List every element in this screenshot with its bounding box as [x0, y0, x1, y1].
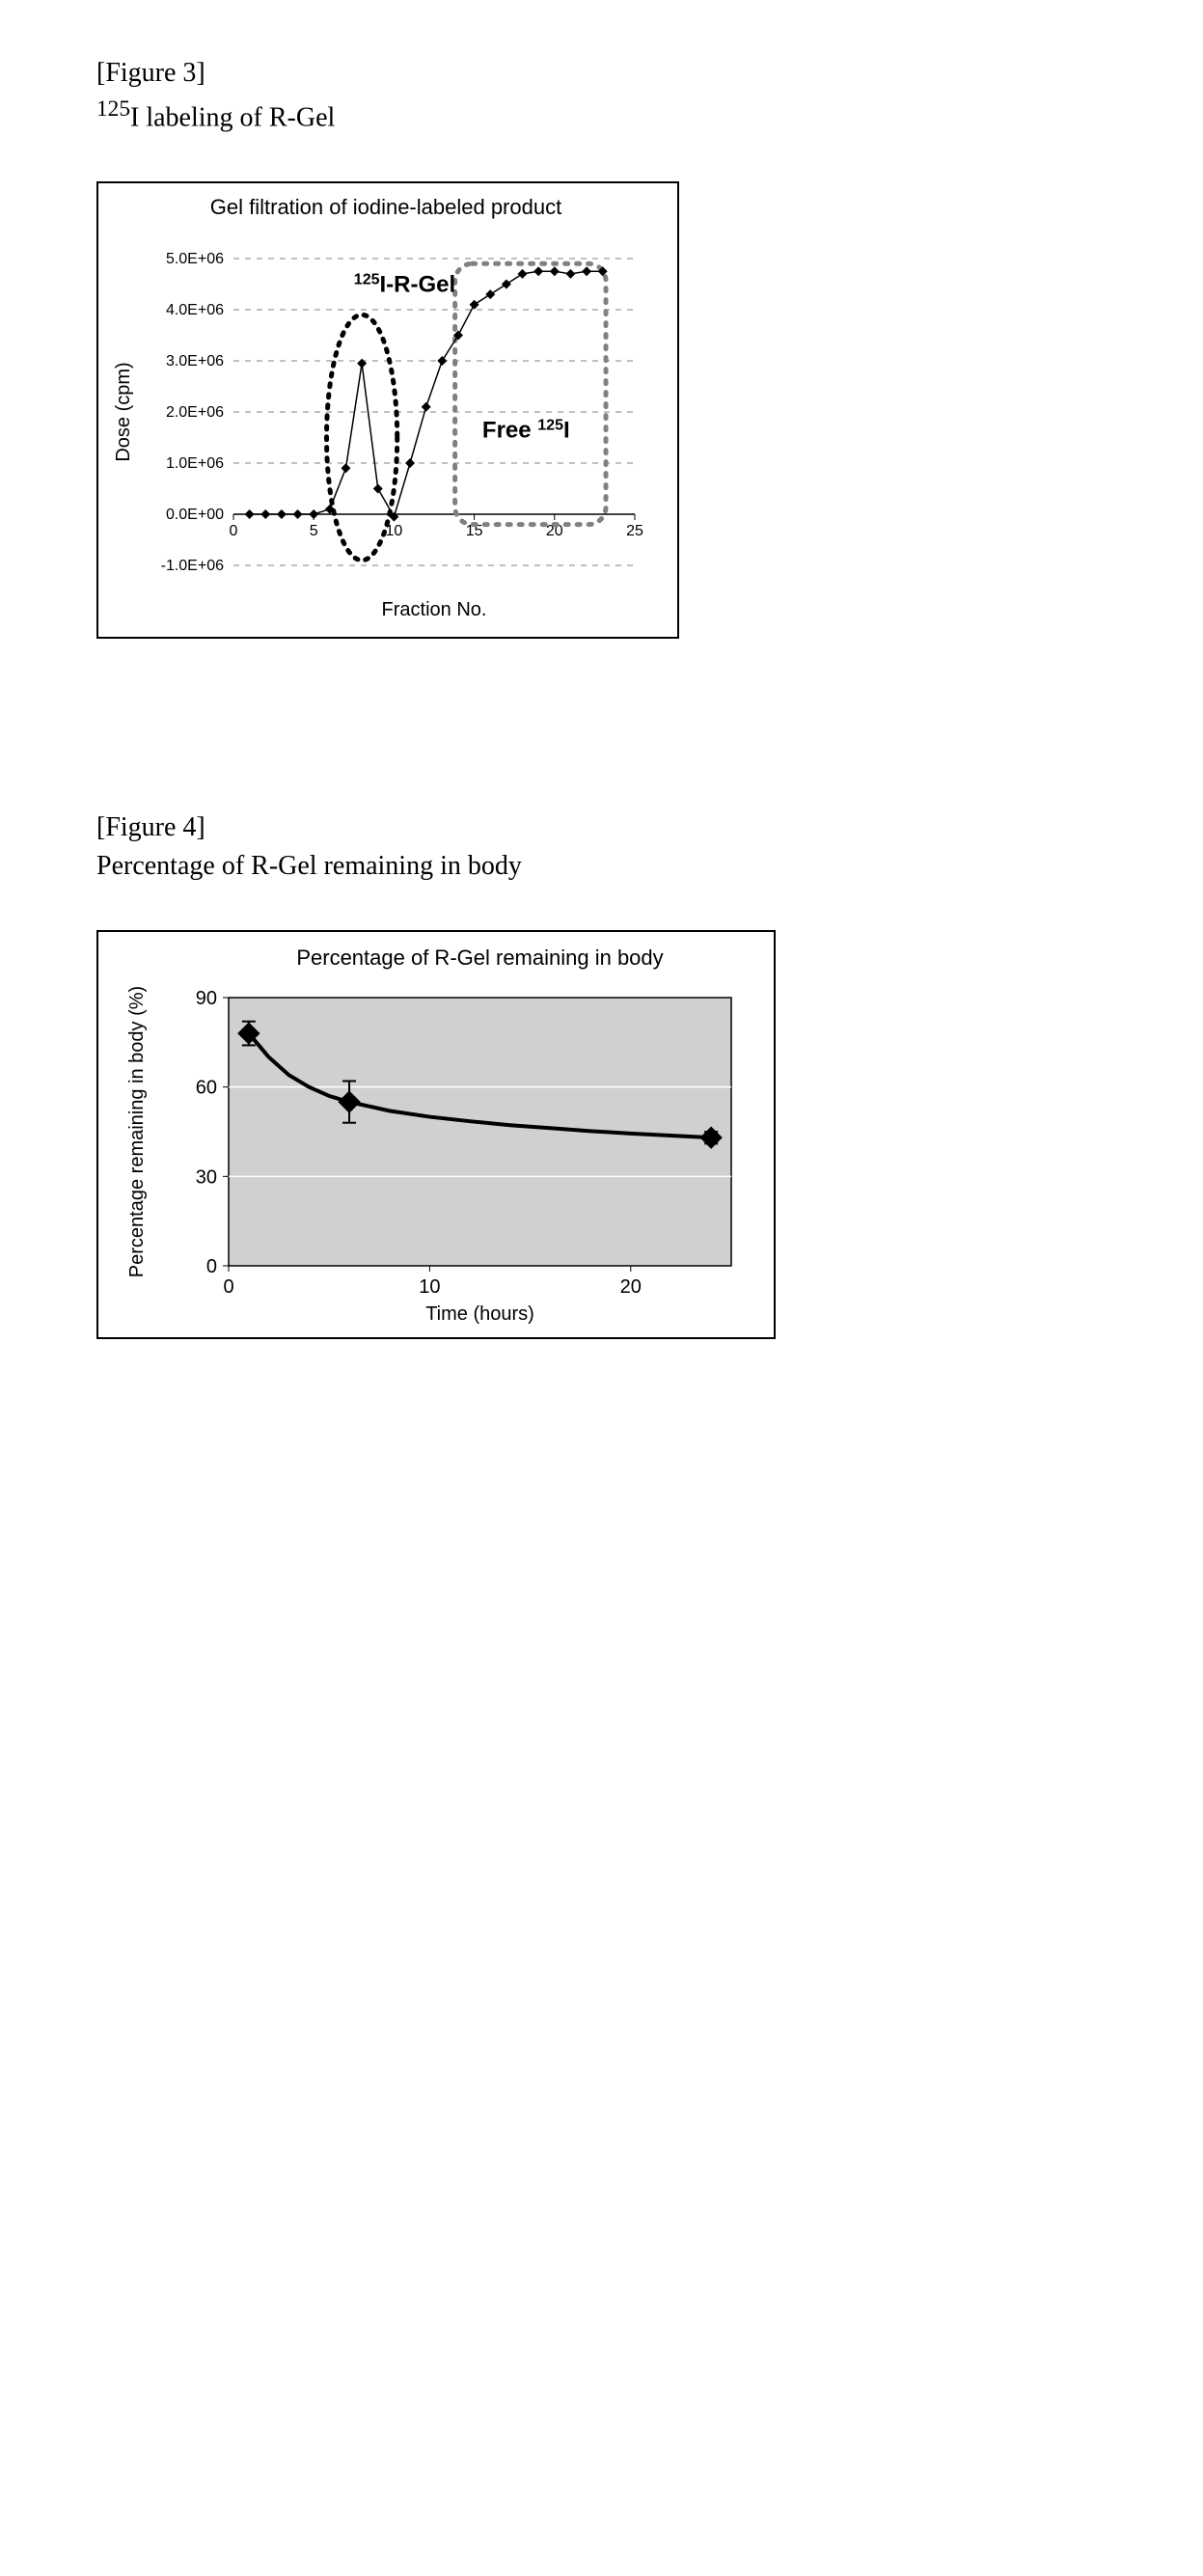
figure3-chart: Gel filtration of iodine-labeled product… [98, 183, 673, 633]
svg-text:2.0E+06: 2.0E+06 [166, 404, 224, 421]
figure3-subtitle-rest: I labeling of R-Gel [130, 102, 335, 132]
figure3-chart-container: Gel filtration of iodine-labeled product… [96, 181, 679, 639]
svg-text:30: 30 [196, 1167, 217, 1189]
svg-text:Percentage remaining in body (: Percentage remaining in body (%) [126, 986, 148, 1277]
figure3-subtitle-sup: 125 [96, 96, 130, 122]
svg-text:125I-R-Gel: 125I-R-Gel [354, 271, 455, 298]
svg-text:5.0E+06: 5.0E+06 [166, 251, 224, 267]
svg-text:0: 0 [206, 1256, 217, 1277]
figure4-subtitle: Percentage of R-Gel remaining in body [96, 851, 1145, 882]
svg-text:60: 60 [196, 1078, 217, 1099]
svg-text:10: 10 [419, 1276, 440, 1298]
figure3-caption: [Figure 3] [96, 58, 1145, 89]
svg-text:Gel filtration of iodine-label: Gel filtration of iodine-labeled product [210, 195, 561, 219]
svg-text:0: 0 [223, 1276, 233, 1298]
svg-text:0.0E+00: 0.0E+00 [166, 507, 224, 523]
svg-text:4.0E+06: 4.0E+06 [166, 302, 224, 318]
svg-text:5: 5 [310, 523, 318, 539]
figure4-chart: Percentage of R-Gel remaining in body 0 30… [98, 932, 770, 1333]
svg-text:25: 25 [626, 523, 643, 539]
svg-text:Percentage of R-Gel remaining: Percentage of R-Gel remaining in body [296, 945, 663, 970]
svg-text:90: 90 [196, 988, 217, 1009]
svg-text:3.0E+06: 3.0E+06 [166, 353, 224, 370]
svg-text:1.0E+06: 1.0E+06 [166, 455, 224, 472]
svg-text:-1.0E+06: -1.0E+06 [161, 558, 224, 574]
svg-text:20: 20 [620, 1276, 642, 1298]
svg-text:0: 0 [230, 523, 238, 539]
svg-text:Fraction No.: Fraction No. [382, 599, 487, 620]
svg-text:Time (hours): Time (hours) [425, 1303, 534, 1325]
figure4-chart-container: Percentage of R-Gel remaining in body 0 30… [96, 930, 776, 1339]
svg-text:Free 125I: Free 125I [482, 417, 570, 444]
figure4-caption: [Figure 4] [96, 812, 1145, 843]
figure3-subtitle: 125I labeling of R-Gel [96, 96, 1145, 133]
svg-text:Dose (cpm): Dose (cpm) [113, 363, 134, 462]
